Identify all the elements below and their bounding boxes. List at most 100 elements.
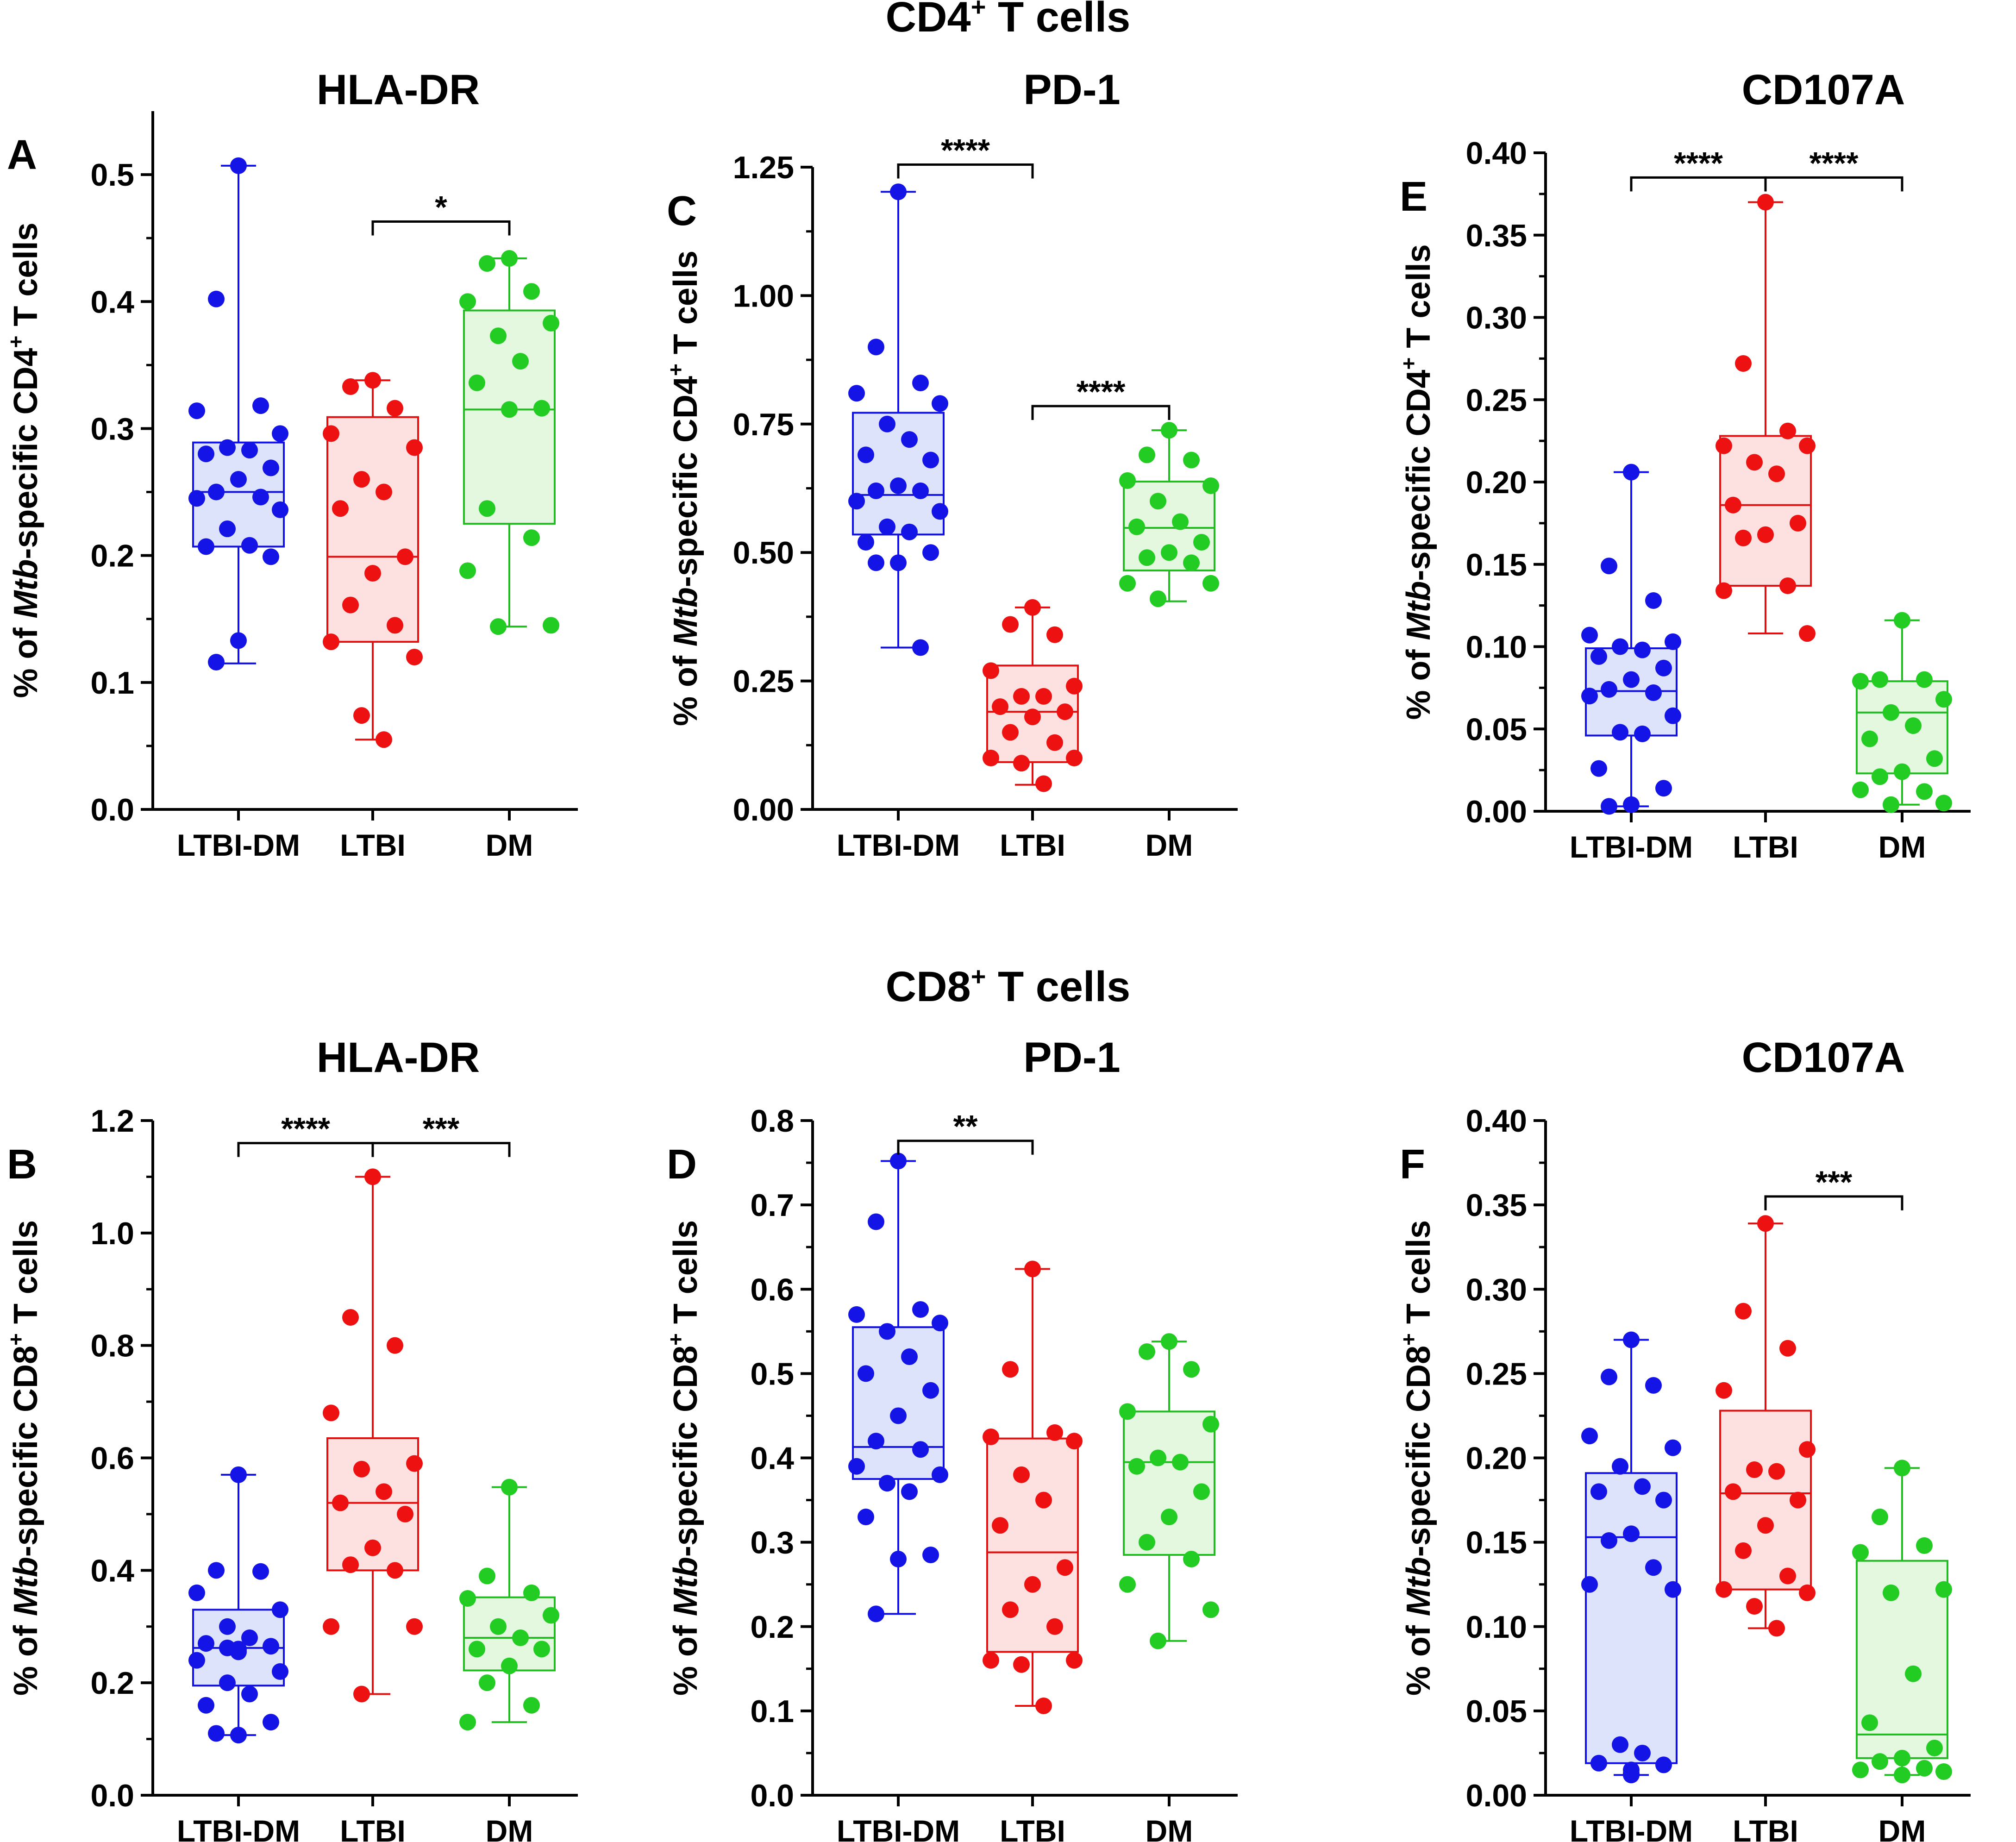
data-point xyxy=(387,617,403,634)
data-point xyxy=(1002,724,1019,741)
data-point xyxy=(1066,1433,1083,1450)
y-tick-label-B: 1.0 xyxy=(90,1216,134,1251)
panels: HLA-DR A % of Mtb-specific CD4+ T cells 0.0… xyxy=(4,66,1971,1842)
y-axis-label-E: % of Mtb-specific CD4+ T cells xyxy=(1396,244,1437,720)
data-point xyxy=(1655,1756,1672,1773)
data-point xyxy=(1905,717,1922,734)
data-point xyxy=(342,1309,359,1326)
data-point xyxy=(241,1685,258,1703)
data-point xyxy=(1768,1463,1785,1480)
panel-letter-E: E xyxy=(1400,174,1427,220)
data-point xyxy=(1581,688,1598,705)
data-point xyxy=(1161,1333,1177,1350)
data-point xyxy=(1046,626,1063,643)
data-point xyxy=(523,1584,540,1601)
data-point xyxy=(1916,783,1933,800)
data-point xyxy=(848,1458,865,1475)
y-tick-label-E: 0.05 xyxy=(1466,712,1527,747)
data-point xyxy=(490,327,507,345)
data-point xyxy=(1161,422,1177,439)
data-point xyxy=(1799,437,1816,454)
y-tick-label-D: 0.4 xyxy=(750,1441,794,1476)
data-point xyxy=(1150,1449,1166,1466)
y-tick-label-C: 0.75 xyxy=(733,407,794,442)
data-point xyxy=(901,523,918,540)
y-axis-label-F: % of Mtb-specific CD8+ T cells xyxy=(1396,1220,1437,1696)
box-D-DM xyxy=(1119,1333,1219,1649)
data-point xyxy=(1623,464,1640,481)
data-point xyxy=(1665,633,1681,650)
data-point xyxy=(1002,1601,1019,1618)
data-point xyxy=(1645,1559,1662,1576)
x-tick-label-F: LTBI-DM xyxy=(1570,1814,1693,1842)
data-point xyxy=(252,489,269,506)
data-point xyxy=(501,250,518,267)
data-point xyxy=(932,1315,948,1332)
y-tick-label-E: 0.15 xyxy=(1466,547,1527,583)
data-point xyxy=(1128,1458,1145,1475)
y-tick-label-A: 0.3 xyxy=(90,411,134,446)
chart-panel-E: CD107A E % of Mtb-specific CD4+ T cells 0.0… xyxy=(1396,66,1971,864)
data-point xyxy=(1024,1260,1041,1278)
data-point xyxy=(912,1301,929,1318)
data-point xyxy=(1757,1517,1774,1534)
panel-title-E: CD107A xyxy=(1742,66,1905,113)
data-point xyxy=(1139,446,1155,464)
data-point xyxy=(1601,1532,1617,1549)
significance-bracket-B: *** xyxy=(371,1111,511,1157)
y-tick-label-E: 0.10 xyxy=(1466,630,1527,665)
data-point xyxy=(1757,526,1774,543)
data-point xyxy=(1066,750,1083,767)
data-point xyxy=(490,618,507,635)
data-point xyxy=(1768,465,1785,482)
data-point xyxy=(912,1441,929,1458)
data-point xyxy=(323,1404,339,1422)
y-tick-label-F: 0.15 xyxy=(1466,1525,1527,1560)
data-point xyxy=(922,1546,939,1563)
data-point xyxy=(459,1714,476,1731)
data-point xyxy=(1894,763,1910,780)
data-point xyxy=(252,1563,269,1580)
data-point xyxy=(1601,558,1617,575)
panel-title-D: PD-1 xyxy=(1023,1034,1121,1081)
data-point xyxy=(1916,1760,1933,1777)
data-point xyxy=(1013,1656,1030,1673)
data-point xyxy=(1590,1483,1607,1500)
data-point xyxy=(1150,1632,1166,1649)
data-point xyxy=(1872,1753,1888,1770)
x-tick-label-C: DM xyxy=(1146,828,1193,862)
data-point xyxy=(912,482,929,500)
data-point xyxy=(230,1466,247,1483)
data-point xyxy=(501,1657,518,1674)
data-point xyxy=(901,1348,918,1365)
data-point xyxy=(890,477,907,494)
box-iqr xyxy=(986,1437,1079,1653)
data-point xyxy=(1872,1508,1888,1525)
chart-panel-A: HLA-DR A % of Mtb-specific CD4+ T cells 0.0… xyxy=(4,66,578,862)
x-tick-label-A: DM xyxy=(486,828,533,862)
data-point xyxy=(208,483,225,501)
data-point xyxy=(198,1697,214,1714)
data-point xyxy=(230,157,247,174)
data-point xyxy=(490,1618,507,1635)
data-point xyxy=(1581,627,1598,644)
data-point xyxy=(890,183,907,200)
data-point xyxy=(479,1674,495,1692)
y-tick-label-E: 0.25 xyxy=(1466,382,1527,418)
data-point xyxy=(208,1562,225,1579)
data-point xyxy=(1202,1601,1219,1618)
y-tick-label-C: 0.25 xyxy=(733,664,794,699)
data-point xyxy=(523,1697,540,1714)
data-point xyxy=(1790,514,1806,532)
box-B-LTBI-DM xyxy=(188,1466,288,1744)
data-point xyxy=(1757,194,1774,211)
data-point xyxy=(1634,1744,1651,1761)
data-point xyxy=(263,1638,279,1655)
x-tick-label-E: DM xyxy=(1878,830,1926,864)
data-point xyxy=(1035,688,1052,705)
data-point xyxy=(858,1508,874,1525)
box-D-LTBI xyxy=(983,1260,1083,1714)
y-tick-label-B: 0.4 xyxy=(90,1553,134,1588)
data-point xyxy=(1645,1377,1662,1394)
data-point xyxy=(332,500,349,517)
